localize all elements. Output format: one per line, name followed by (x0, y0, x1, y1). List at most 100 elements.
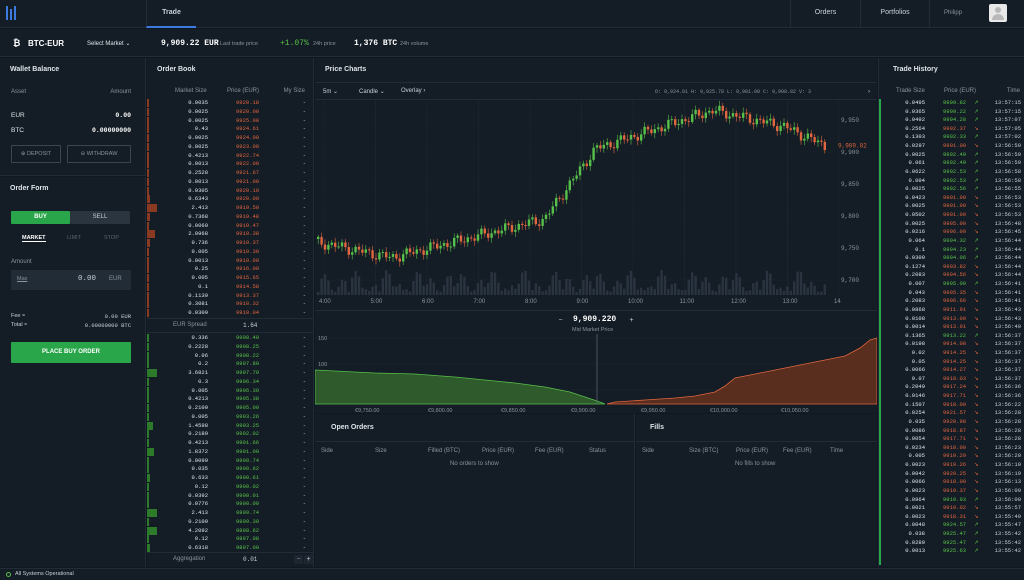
user-name[interactable]: Philipp (944, 10, 963, 16)
bid-row[interactable]: 0.0099 9900.74 - (147, 456, 314, 466)
ask-row[interactable]: 0.0025 9920.00 - (147, 107, 314, 117)
ask-row[interactable]: 0.005 9915.65 - (147, 274, 314, 283)
ask-row[interactable]: 0.1139 9913.37 - (147, 291, 314, 301)
candle (765, 120, 769, 124)
overlay-dropdown[interactable]: Overlay › (401, 88, 426, 94)
market-size: 0.0025 (188, 116, 208, 124)
order-type-stop[interactable]: STOP (104, 235, 119, 241)
bid-row[interactable]: 0.0392 9900.01 - (147, 491, 314, 501)
bid-row[interactable]: 0.3 9906.34 - (147, 377, 314, 387)
bid-row[interactable]: 0.2228 9908.25 - (147, 342, 314, 352)
bid-row[interactable]: 0.6318 9897.00 - (147, 544, 314, 553)
deposit-button[interactable]: ⊕ DEPOSIT (11, 145, 61, 163)
arrow-up-icon: ↗ (974, 331, 979, 339)
aggregation-increase-button[interactable]: + (304, 555, 313, 564)
bid-depth-area (315, 369, 606, 405)
bid-row[interactable]: 0.035 9900.62 - (147, 465, 314, 474)
ask-row[interactable]: 0.0025 9923.00 - (147, 142, 314, 152)
ask-row[interactable]: 0.1 9914.58 - (147, 282, 314, 292)
aggregation-decrease-button[interactable]: − (294, 555, 303, 564)
ask-row[interactable]: 2.413 9919.50 - (147, 204, 314, 213)
ask-row[interactable]: 0.0060 9919.47 - (147, 221, 314, 231)
bid-row[interactable]: 0.2189 9902.02 - (147, 430, 314, 439)
depth-chart[interactable]: 15010050€9,750.00€9,800.00€9,850.00€9,90… (315, 334, 877, 414)
bid-row[interactable]: 0.2109 9899.39 - (147, 517, 314, 527)
ask-row[interactable]: 2.0968 9919.38 - (147, 230, 314, 239)
volume-bar (745, 290, 748, 295)
bid-row[interactable]: 0.0776 9900.00 - (147, 500, 314, 509)
ask-row[interactable]: 0.25 9916.09 - (147, 265, 314, 274)
bid-row[interactable]: 4.2092 9898.62 - (147, 526, 314, 536)
trade-size: 0.0013 (905, 547, 925, 555)
bid-row[interactable]: 3.6821 9907.79 - (147, 369, 314, 378)
market-size: 0.1139 (188, 291, 208, 299)
bid-row[interactable]: 2.413 9899.74 - (147, 509, 314, 518)
place-buy-order-button[interactable]: PLACE BUY ORDER (11, 342, 131, 363)
bid-row[interactable]: 0.06 9908.22 - (147, 351, 314, 361)
chart-style-dropdown[interactable]: Candle ⌄ (359, 89, 385, 95)
bid-row[interactable]: 0.12 9900.02 - (147, 482, 314, 492)
tab-orders[interactable]: Orders (790, 0, 860, 28)
trade-time: 13:56:41 (994, 297, 1021, 305)
zoom-in-button[interactable]: + (629, 317, 634, 324)
chart-settings-button[interactable]: › (868, 89, 870, 95)
ask-row[interactable]: 0.0013 9922.00 - (147, 160, 314, 169)
volume-bar (323, 274, 327, 295)
ask-row[interactable]: 0.0025 9924.00 - (147, 134, 314, 143)
ask-row[interactable]: 0.6343 9920.00 - (147, 195, 314, 204)
buy-tab[interactable]: BUY (11, 211, 70, 224)
tab-portfolios[interactable]: Portfolios (860, 0, 930, 28)
bid-row[interactable]: 0.4213 9901.66 - (147, 439, 314, 448)
tab-trade[interactable]: Trade (146, 0, 196, 28)
market-size: 0.6318 (188, 544, 208, 551)
select-market-dropdown[interactable]: Select Market ⌄ (87, 41, 131, 47)
bid-row[interactable]: 0.4213 9905.38 - (147, 395, 314, 404)
ask-row[interactable]: 0.0305 9920.10 - (147, 186, 314, 196)
my-size: - (302, 535, 306, 543)
no-orders-message: No orders to show (450, 461, 499, 467)
zoom-out-button[interactable]: − (558, 317, 563, 324)
ask-row[interactable]: 0.736 9919.37 - (147, 239, 314, 248)
candle (602, 144, 605, 149)
ask-size-bar (147, 134, 149, 142)
candle (572, 178, 575, 181)
volume-bar (721, 276, 724, 295)
ask-row[interactable]: 0.0013 9921.00 - (147, 177, 314, 187)
bid-row[interactable]: 0.336 9908.40 - (147, 334, 314, 343)
ask-row[interactable]: 0.0309 9910.04 - (147, 309, 314, 318)
exchange-logo-icon[interactable] (6, 6, 18, 20)
candlestick-chart[interactable]: 9,950 9,900 9,850 9,800 9,750 9,700 4:00 5:00 6:… (315, 100, 877, 310)
max-link[interactable]: Max (17, 276, 28, 282)
ask-row[interactable]: 0.4213 9922.74 - (147, 151, 314, 161)
ask-row[interactable]: 0.2528 9921.67 - (147, 169, 314, 178)
ask-row[interactable]: 0.7368 9919.48 - (147, 212, 314, 222)
amount-input[interactable]: Max 0.00 EUR (11, 270, 131, 290)
ask-size-bar (147, 309, 149, 317)
bid-row[interactable]: 0.2 9907.80 - (147, 360, 314, 369)
bid-row[interactable]: 0.12 9897.08 - (147, 535, 314, 544)
withdraw-button[interactable]: ⊖ WITHDRAW (67, 145, 131, 163)
order-type-market[interactable]: MARKET (22, 235, 46, 242)
volume-bar (510, 285, 514, 295)
bid-row[interactable]: 0.2100 9905.00 - (147, 404, 314, 413)
bid-row[interactable]: 1.4598 9903.25 - (147, 421, 314, 431)
chevron-down-icon: ⌄ (125, 41, 131, 47)
ask-row[interactable]: 0.005 9919.30 - (147, 247, 314, 257)
ask-row[interactable]: 0.0013 9919.00 - (147, 256, 314, 266)
order-type-limit[interactable]: LIMIT (67, 235, 82, 241)
ask-row[interactable]: 0.0035 9920.18 - (147, 99, 314, 108)
interval-dropdown[interactable]: 5m ⌄ (323, 89, 339, 95)
ask-row[interactable]: 0.3081 9910.32 - (147, 300, 314, 309)
bid-row[interactable]: 0.005 9906.30 - (147, 386, 314, 396)
ask-row[interactable]: 0.0025 9925.00 - (147, 116, 314, 126)
bid-row[interactable]: 0.005 9903.26 - (147, 412, 314, 422)
ask-row[interactable]: 0.43 9924.61 - (147, 125, 314, 134)
bid-row[interactable]: 1.8372 9901.00 - (147, 447, 314, 457)
sell-tab[interactable]: SELL (70, 211, 130, 224)
candle (646, 126, 650, 130)
bid-row[interactable]: 0.633 9900.61 - (147, 474, 314, 483)
system-status-text[interactable]: All Systems Operational (15, 571, 74, 577)
candle (436, 243, 439, 249)
user-avatar[interactable] (989, 4, 1007, 22)
bid-size-bar (147, 360, 149, 369)
